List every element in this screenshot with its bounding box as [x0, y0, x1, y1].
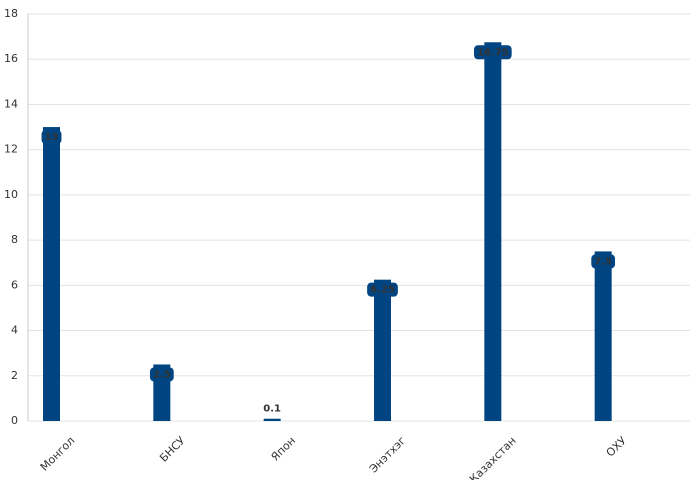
x-tick-label: ОХУ: [604, 434, 630, 460]
value-label: 0.1: [263, 404, 281, 415]
y-tick-label: 18: [4, 7, 18, 20]
value-label-bg: [41, 130, 62, 145]
x-tick-label: Энэтхэг: [367, 434, 409, 476]
y-tick-label: 14: [4, 97, 18, 110]
y-tick-label: 16: [4, 52, 18, 65]
y-tick-label: 6: [11, 278, 18, 291]
bar: [374, 279, 391, 421]
value-label-bg: [367, 282, 398, 297]
x-tick-label: БНСУ: [157, 434, 188, 465]
y-tick-label: 10: [4, 188, 18, 201]
x-tick-label: Казахстан: [467, 434, 519, 480]
value-label-bg: [591, 254, 616, 269]
x-tick-label: Монгол: [38, 434, 78, 474]
y-tick-label: 4: [11, 324, 18, 337]
bar: [594, 251, 612, 421]
y-tick-label: 0: [11, 414, 18, 427]
bar: [43, 127, 60, 422]
value-label-bg: [149, 367, 174, 382]
bar: [263, 418, 281, 421]
value-label: 13: [45, 132, 59, 143]
y-tick-label: 12: [4, 143, 18, 156]
value-label: 6.25: [370, 285, 395, 296]
x-tick-label: Япон: [269, 434, 299, 464]
bar: [484, 42, 502, 422]
value-label: 2.5: [153, 369, 171, 380]
y-tick-label: 8: [11, 233, 18, 246]
value-label-bg: [474, 45, 512, 60]
value-label: 16.75: [477, 47, 509, 58]
y-tick-label: 2: [11, 369, 18, 382]
value-label: 7.5: [594, 256, 612, 267]
